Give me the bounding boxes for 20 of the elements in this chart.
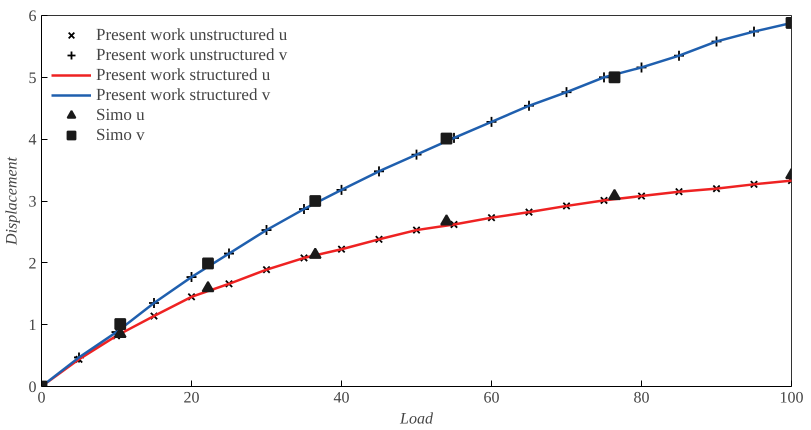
legend-label: Simo v <box>96 125 145 145</box>
y-tick-label: 3 <box>28 194 36 210</box>
x-tick-label: 40 <box>334 390 350 406</box>
x-tick-label: 100 <box>780 390 804 406</box>
legend-label: Simo u <box>96 105 145 125</box>
y-tick-label: 0 <box>28 379 36 396</box>
legend-label: Present work structured u <box>96 65 270 85</box>
y-axis-title: Displacement <box>4 156 20 246</box>
y-tick-label: 1 <box>28 317 36 334</box>
x-axis-title: Load <box>399 410 434 428</box>
y-tick-label: 6 <box>28 8 36 25</box>
y-tick-label: 5 <box>28 70 36 87</box>
x-tick-label: 60 <box>484 390 500 406</box>
legend-label: Present work structured v <box>96 85 270 105</box>
y-tick-label: 2 <box>28 255 36 272</box>
legend-label: Present work unstructured v <box>96 45 288 65</box>
y-tick-label: 4 <box>28 132 36 149</box>
x-tick-label: 20 <box>184 390 200 406</box>
x-tick-label: 80 <box>634 390 650 406</box>
legend-label: Present work unstructured u <box>96 25 288 45</box>
